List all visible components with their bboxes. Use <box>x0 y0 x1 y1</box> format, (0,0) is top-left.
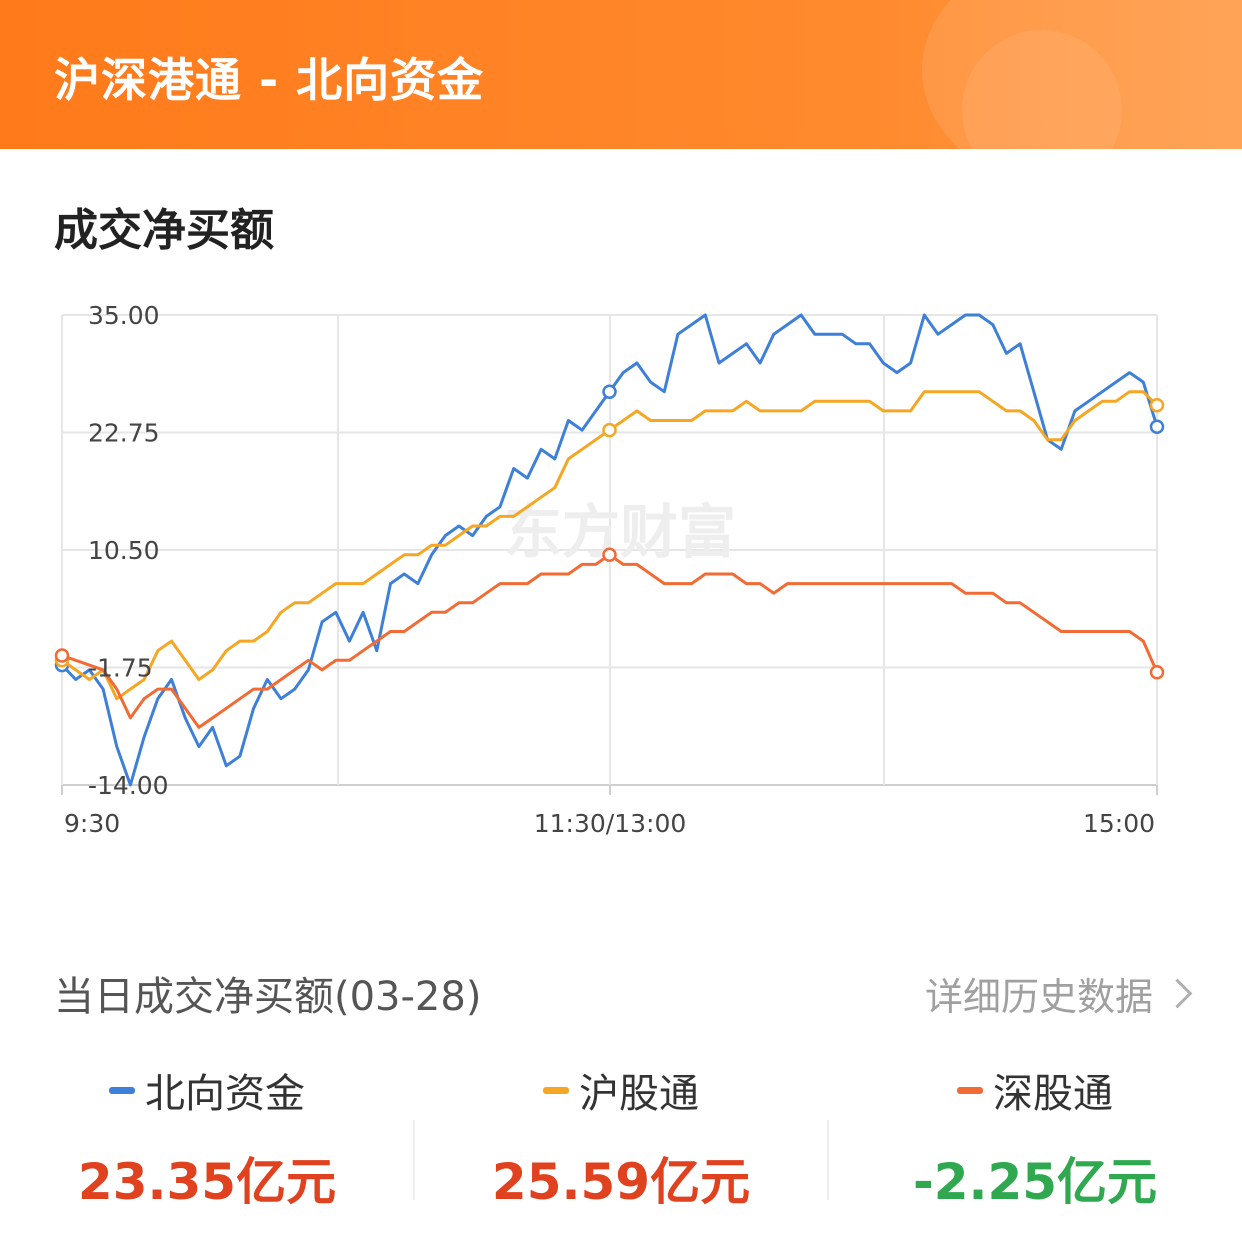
summary-item-northbound: 北向资金 23.35亿元 <box>0 1060 414 1211</box>
series-point-marker <box>1149 419 1165 434</box>
series-point-marker <box>54 648 70 663</box>
summary-label: 北向资金 <box>145 1071 305 1117</box>
section-title: 成交净买额 <box>54 205 274 256</box>
x-tick-label: 15:00 <box>1083 809 1155 838</box>
y-tick-label: 35.00 <box>88 301 160 330</box>
summary-value: 25.59亿元 <box>491 1153 751 1211</box>
legend-dash-icon <box>109 1086 135 1094</box>
legend-dash-icon <box>543 1086 569 1094</box>
summary-label: 沪股通 <box>579 1071 699 1117</box>
app-header: 沪深港通 - 北向资金 <box>0 0 1242 149</box>
column-divider <box>827 1120 829 1200</box>
y-tick-label: 22.75 <box>88 419 160 448</box>
y-tick-label: -14.00 <box>88 771 169 800</box>
y-tick-label: 10.50 <box>88 536 160 565</box>
page-title: 沪深港通 - 北向资金 <box>54 53 485 107</box>
column-divider <box>413 1120 415 1200</box>
summary-label: 深股通 <box>993 1071 1113 1117</box>
summary-title: 当日成交净买额(03-28) <box>54 974 482 1020</box>
x-tick-label: 9:30 <box>64 809 120 838</box>
history-link-label: 详细历史数据 <box>924 975 1153 1019</box>
history-data-link[interactable]: 详细历史数据 <box>924 966 1193 1021</box>
header-decoration-small <box>962 30 1122 149</box>
x-tick-label: 11:30/13:00 <box>534 809 687 838</box>
chevron-right-icon <box>1162 978 1193 1009</box>
summary-value: -2.25亿元 <box>912 1153 1158 1211</box>
series-point-marker <box>1149 398 1165 413</box>
y-tick-label: -1.75 <box>88 654 153 683</box>
series-point-marker <box>1149 665 1165 680</box>
header-decoration <box>922 0 1242 149</box>
summary-item-shanghai: 沪股通 25.59亿元 <box>414 1060 828 1211</box>
net-buy-line-chart[interactable]: 东方财富 35.00 22.75 10.50 -1.75 -14.00 9:30 11:30/… <box>0 290 1242 850</box>
series-point-marker <box>602 422 617 438</box>
series-point-marker <box>602 384 617 399</box>
series-point-marker <box>602 547 617 563</box>
watermark-text: 东方财富 <box>504 498 736 566</box>
summary-item-shenzhen: 深股通 -2.25亿元 <box>828 1060 1242 1211</box>
summary-values: 北向资金 23.35亿元 沪股通 25.59亿元 深股通 -2.25亿元 <box>0 1060 1242 1211</box>
legend-dash-icon <box>957 1086 983 1094</box>
summary-value: 23.35亿元 <box>77 1153 337 1211</box>
